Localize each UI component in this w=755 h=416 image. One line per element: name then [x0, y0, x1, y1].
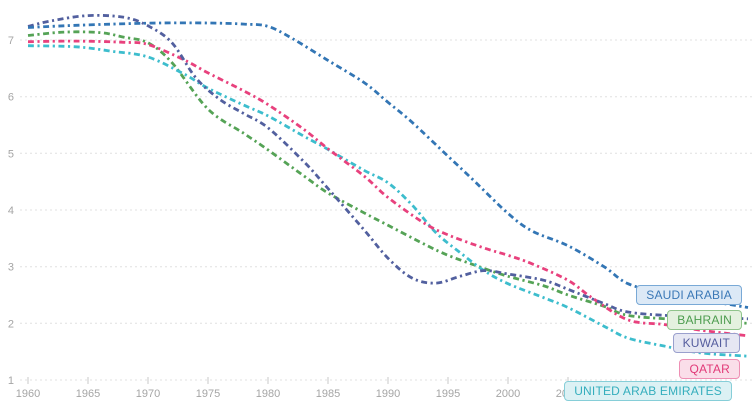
line-kuwait[interactable] [27, 13, 749, 321]
legend-chip-label: BAHRAIN [677, 313, 732, 327]
y-tick-label: 6 [8, 92, 14, 104]
x-tick-label: 2000 [496, 388, 520, 400]
x-tick-label: 1990 [376, 388, 400, 400]
line-saudi-arabia[interactable] [27, 21, 749, 309]
x-tick-label: 1965 [76, 388, 100, 400]
legend-chip-label: QATAR [689, 362, 730, 376]
line-qatar[interactable] [27, 39, 749, 338]
line-united-arab-emirates[interactable] [27, 44, 749, 358]
x-tick-label: 1975 [196, 388, 220, 400]
y-tick-label: 4 [8, 205, 14, 217]
legend-chip-bahrain[interactable]: BAHRAIN [667, 310, 742, 330]
x-axis-tick-marks [27, 377, 569, 384]
y-axis-labels: 1 2 3 4 5 6 7 [8, 35, 14, 387]
legend-chip-united-arab-emirates[interactable]: UNITED ARAB EMIRATES [564, 381, 732, 401]
line-bahrain[interactable] [27, 30, 749, 325]
legend-chip-saudi-arabia[interactable]: SAUDI ARABIA [636, 285, 742, 305]
y-tick-label: 2 [8, 318, 14, 330]
x-tick-label: 1985 [316, 388, 340, 400]
legend-chip-label: UNITED ARAB EMIRATES [574, 384, 722, 398]
legend-chip-label: KUWAIT [682, 336, 730, 350]
legend-chip-kuwait[interactable]: KUWAIT [672, 333, 740, 353]
x-tick-label: 1960 [16, 388, 40, 400]
series-lines [27, 13, 749, 358]
x-tick-label: 1970 [136, 388, 160, 400]
legend-chip-qatar[interactable]: QATAR [679, 359, 740, 379]
x-axis-labels: 1960196519701975198019851990199520002005 [16, 388, 580, 400]
y-tick-label: 1 [8, 375, 14, 387]
y-tick-label: 3 [8, 262, 14, 274]
gridlines [20, 39, 752, 381]
y-tick-label: 7 [8, 35, 14, 47]
x-tick-label: 1980 [256, 388, 280, 400]
legend-chip-label: SAUDI ARABIA [646, 288, 732, 302]
x-tick-label: 1995 [436, 388, 460, 400]
y-tick-label: 5 [8, 148, 14, 160]
